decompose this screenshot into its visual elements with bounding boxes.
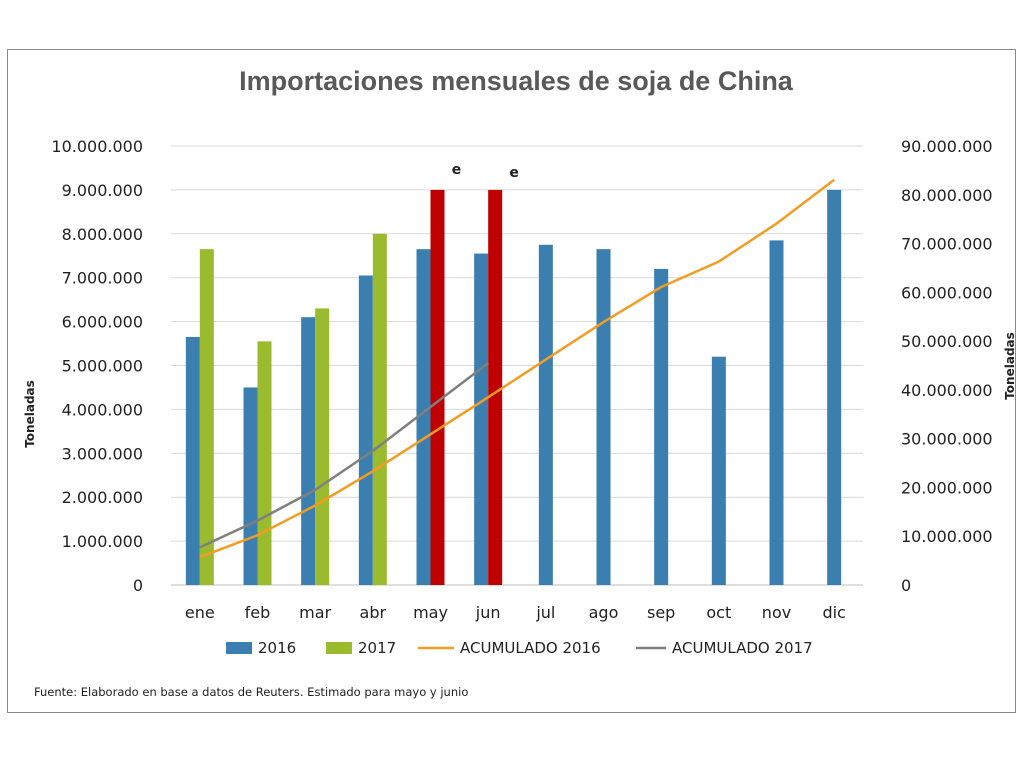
y-tick-label-left: 4.000.000 [62,400,143,419]
line-acumulado-2017 [199,362,489,549]
bar-2017 [488,189,503,585]
bar-2017 [315,308,330,585]
y-tick-label-right: 30.000.000 [901,430,993,449]
line-acumulado-2016 [199,178,835,559]
bar-2016 [474,253,489,585]
legend-label: 2016 [258,639,296,657]
y-axis-title-right: Toneladas [1003,332,1017,400]
bar-2016 [538,244,553,585]
legend-label: ACUMULADO 2017 [672,639,813,657]
x-tick-label: abr [360,603,387,622]
y-tick-label-left: 5.000.000 [62,357,143,376]
bars [185,189,842,586]
chart-title: Importaciones mensuales de soja de China [239,66,794,96]
y-tick-label-right: 80.000.000 [901,186,993,205]
source-note: Fuente: Elaborado en base a datos de Reu… [34,685,468,699]
y-tick-label-right: 10.000.000 [901,527,993,546]
axis-ticks: 0 1.000.000 2.000.000 3.000.000 4.000.000 5.0… [51,137,992,595]
y-tick-label-left: 0 [133,576,143,595]
y-tick-label-right: 70.000.000 [901,235,993,254]
x-tick-label: oct [706,603,731,622]
x-tick-label: mar [299,603,331,622]
bar-2016 [416,249,431,586]
y-tick-label-left: 1.000.000 [62,532,143,551]
legend-swatch [226,642,252,654]
category-labels: ene feb mar abr may jun jul ago sep oct nov dic [185,603,846,622]
bar-2016 [596,249,611,586]
bar-2017 [257,341,272,585]
bar-2016 [301,317,316,585]
x-tick-label: jun [475,603,501,622]
y-tick-label-right: 0 [901,576,911,595]
lines [199,178,835,559]
estimate-annotation: e [452,162,462,178]
bar-2016 [769,240,784,585]
bar-2017 [199,249,214,586]
y-tick-label-right: 60.000.000 [901,283,993,302]
estimate-annotation: e [509,165,519,181]
bar-2016 [654,268,669,585]
x-tick-label: dic [822,603,845,622]
y-tick-label-right: 50.000.000 [901,332,993,351]
x-tick-label: sep [647,603,675,622]
bar-2016 [711,356,726,585]
x-tick-label: ene [185,603,215,622]
y-tick-label-right: 40.000.000 [901,381,993,400]
x-tick-label: ago [589,603,619,622]
y-tick-label-left: 8.000.000 [62,225,143,244]
y-tick-label-left: 10.000.000 [51,137,143,156]
bar-2016 [243,387,258,585]
y-tick-label-right: 20.000.000 [901,478,993,497]
y-tick-label-left: 6.000.000 [62,313,143,332]
bar-2016 [185,336,200,585]
bar-2017 [430,189,445,585]
y-tick-label-left: 9.000.000 [62,181,143,200]
x-tick-label: nov [762,603,791,622]
legend-label: 2017 [358,639,396,657]
chart: 0 1.000.000 2.000.000 3.000.000 4.000.000 5.0… [23,66,1017,699]
x-tick-label: feb [245,603,271,622]
y-axis-title-left: Toneladas [23,380,37,448]
y-tick-label-left: 7.000.000 [62,269,143,288]
legend: 2016 2017 ACUMULADO 2016 ACUMULADO 2017 [226,639,813,657]
y-tick-label-left: 2.000.000 [62,488,143,507]
bar-2016 [358,275,373,585]
bar-2017 [372,233,387,586]
legend-swatch [326,642,352,654]
y-tick-label-left: 3.000.000 [62,444,143,463]
gridlines [171,145,863,586]
y-tick-label-right: 90.000.000 [901,137,993,156]
x-tick-label: may [413,603,448,622]
x-tick-label: jul [535,603,555,622]
legend-label: ACUMULADO 2016 [460,639,601,657]
bar-2016 [827,189,842,585]
chart-frame: 0 1.000.000 2.000.000 3.000.000 4.000.000 5.0… [7,49,1017,713]
